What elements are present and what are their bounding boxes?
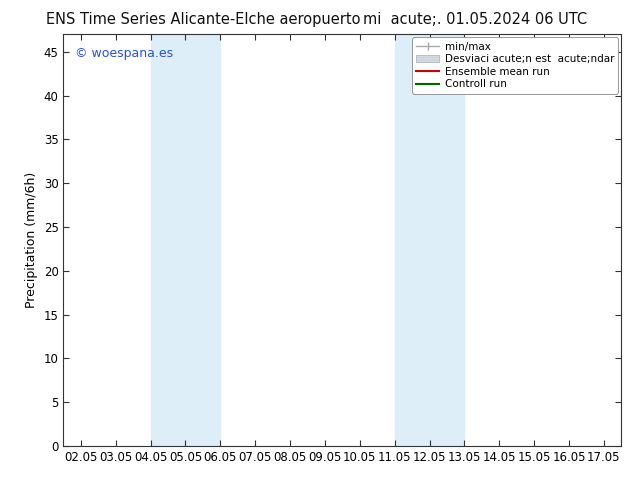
Text: ENS Time Series Alicante-Elche aeropuerto: ENS Time Series Alicante-Elche aeropuert… [46, 12, 360, 27]
Bar [394, 34, 464, 446]
Y-axis label: Precipitation (mm/6h): Precipitation (mm/6h) [25, 172, 38, 308]
Bar [150, 34, 221, 446]
Text: © woespana.es: © woespana.es [75, 47, 172, 60]
Legend: min/max, Desviaci acute;n est  acute;ndar, Ensemble mean run, Controll run: min/max, Desviaci acute;n est acute;ndar… [412, 37, 618, 94]
Text: mi  acute;. 01.05.2024 06 UTC: mi acute;. 01.05.2024 06 UTC [363, 12, 588, 27]
